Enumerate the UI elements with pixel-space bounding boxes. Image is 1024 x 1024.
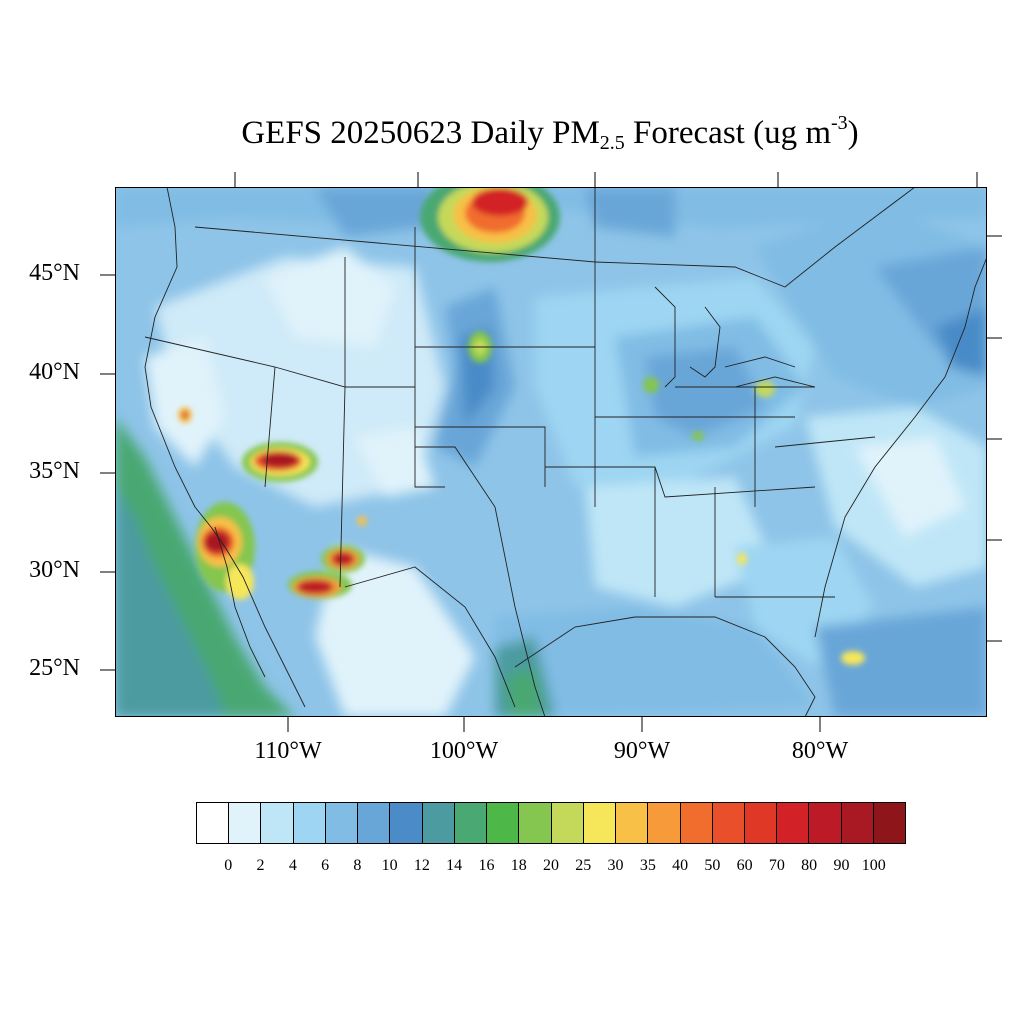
colorbar-tick-label: 40 (672, 857, 689, 874)
colorbar-tick-label: 18 (510, 857, 527, 874)
lat-label-35n: 35°N (29, 458, 80, 484)
lat-label-40n: 40°N (29, 359, 80, 385)
colorbar-tick-label: 0 (224, 857, 233, 874)
colorbar-box (454, 803, 488, 843)
colorbar-box (197, 803, 230, 843)
colorbar-box (519, 803, 552, 843)
colorbar-box (809, 803, 842, 843)
smoke-hotspots (178, 187, 865, 665)
lat-label-25n: 25°N (29, 655, 80, 681)
lon-label-90w: 90°W (613, 738, 671, 764)
colorbar-tick-label: 35 (639, 857, 656, 874)
colorbar-box (390, 803, 423, 843)
colorbar-tick-label: 12 (413, 857, 430, 874)
map-title: GEFS 20250623 Daily PM2.5 Forecast (ug m… (241, 112, 859, 154)
colorbar-box (712, 803, 745, 843)
colorbar-tick-label: 70 (768, 857, 785, 874)
colorbar-tick-label: 80 (801, 857, 818, 874)
concentration-field (115, 187, 987, 717)
colorbar-box (229, 803, 262, 843)
colorbar-box (293, 803, 326, 843)
lon-label-110w: 110°W (254, 738, 322, 764)
colorbar-tick-label: 14 (446, 857, 463, 874)
map-frame (115, 187, 987, 717)
colorbar-tick-label: 50 (704, 857, 721, 874)
colorbar-tick-label: 8 (353, 857, 362, 874)
colorbar-box (744, 803, 778, 843)
colorbar-tick-label: 25 (575, 857, 592, 874)
colorbar-box (487, 803, 520, 843)
colorbar-tick-label: 16 (478, 857, 495, 874)
lat-label-45n: 45°N (29, 260, 80, 286)
colorbar-box (616, 803, 649, 843)
colorbar-tick-label: 4 (288, 857, 297, 874)
pm25-forecast-map (115, 187, 987, 717)
colorbar-labels: 0 2 4 6 8 10 12 14 16 18 20 25 30 35 40 50 60 70 80 90 100 (196, 857, 906, 877)
colorbar-box (777, 803, 810, 843)
colorbar-box (551, 803, 584, 843)
colorbar-box (841, 803, 874, 843)
colorbar-tick-label: 90 (833, 857, 850, 874)
colorbar-tick-label: 60 (736, 857, 753, 874)
colorbar-box (680, 803, 713, 843)
coastlines-and-borders (144, 187, 987, 717)
colorbar-tick-label: 2 (256, 857, 265, 874)
colorbar-box (583, 803, 617, 843)
colorbar-tick-label: 100 (861, 857, 886, 874)
lon-label-100w: 100°W (429, 738, 499, 764)
colorbar-box (358, 803, 391, 843)
colorbar-tick-label: 20 (543, 857, 559, 874)
colorbar-tick-label: 30 (607, 857, 624, 874)
colorbar-tick-label: 10 (381, 857, 398, 874)
colorbar-box (261, 803, 294, 843)
colorbar-box (648, 803, 681, 843)
colorbar-box (422, 803, 455, 843)
colorbar-box (873, 803, 906, 843)
colorbar-tick-label: 6 (321, 857, 330, 874)
colorbar-box (325, 803, 359, 843)
lon-label-80w: 80°W (791, 738, 849, 764)
colorbar (196, 802, 906, 844)
lat-label-30n: 30°N (29, 557, 80, 583)
